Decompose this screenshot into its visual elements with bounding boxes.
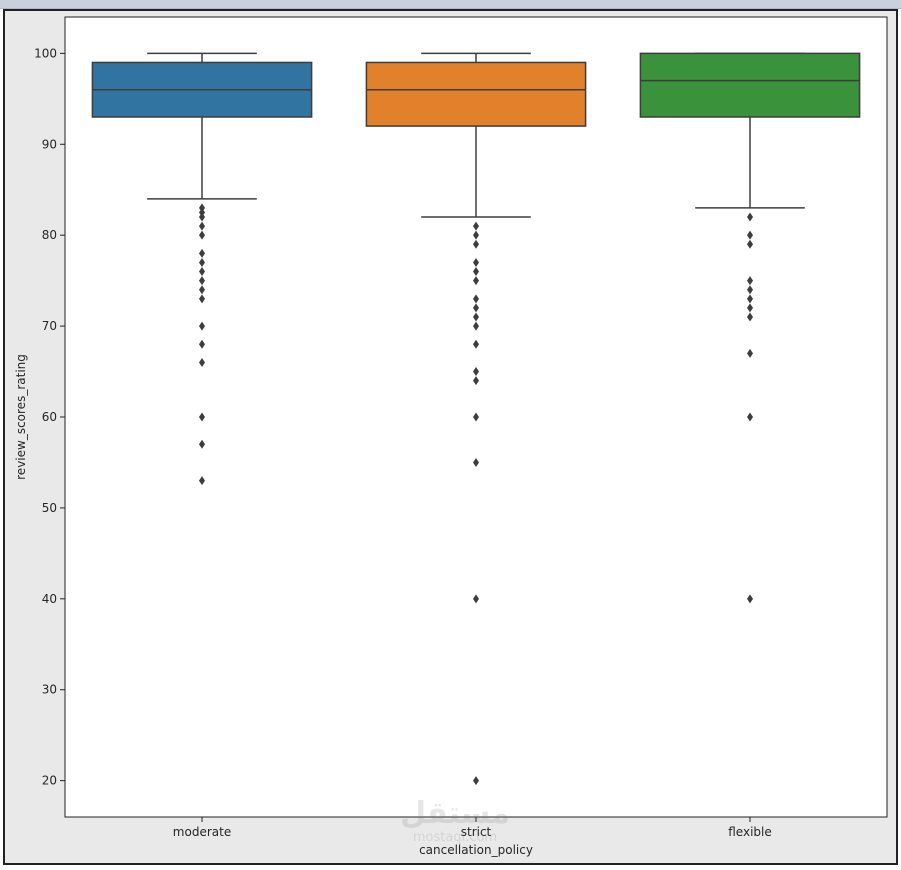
y-tick-label: 40	[42, 592, 57, 606]
outlier-point	[199, 439, 205, 449]
iqr-box	[639, 52, 861, 118]
outlier-point	[199, 257, 205, 267]
outlier-point	[747, 312, 753, 322]
iqr-box	[365, 61, 587, 127]
outlier-point	[199, 207, 205, 217]
outlier-point	[199, 321, 205, 331]
x-tick-label: flexible	[728, 825, 772, 839]
outlier-point	[199, 230, 205, 240]
outlier-point	[747, 412, 753, 422]
y-tick-label: 100	[34, 46, 57, 60]
outlier-point	[199, 203, 205, 213]
outlier-point	[473, 239, 479, 249]
outlier-point	[473, 457, 479, 467]
outlier-point	[199, 476, 205, 486]
outlier-point	[473, 412, 479, 422]
outlier-point	[747, 294, 753, 304]
outlier-point	[747, 303, 753, 313]
watermark-logo: مستقل mostaql.com	[395, 797, 515, 852]
watermark-sub-text: mostaql.com	[412, 830, 498, 845]
y-axis-label: review_scores_rating	[14, 354, 28, 480]
y-tick-label: 70	[42, 319, 57, 333]
outlier-point	[199, 276, 205, 286]
x-tick-label: moderate	[173, 825, 231, 839]
box-group-moderate	[91, 52, 313, 486]
outlier-point	[473, 276, 479, 286]
y-tick-label: 30	[42, 683, 57, 697]
outlier-point	[747, 212, 753, 222]
outlier-point	[747, 348, 753, 358]
outlier-point	[199, 221, 205, 231]
box-group-strict	[365, 52, 587, 786]
outlier-point	[199, 339, 205, 349]
outlier-point	[473, 776, 479, 786]
outlier-point	[473, 321, 479, 331]
outlier-point	[473, 267, 479, 277]
outlier-point	[473, 230, 479, 240]
outlier-point	[747, 285, 753, 295]
y-tick-label: 50	[42, 501, 57, 515]
outlier-point	[473, 367, 479, 377]
outlier-point	[199, 357, 205, 367]
watermark-logo-text: مستقل	[400, 796, 510, 831]
outlier-point	[747, 594, 753, 604]
outlier-point	[473, 594, 479, 604]
outlier-point	[199, 294, 205, 304]
y-tick-label: 90	[42, 137, 57, 151]
outlier-point	[747, 230, 753, 240]
outlier-point	[199, 267, 205, 277]
box-group-flexible	[639, 52, 861, 604]
outlier-point	[199, 412, 205, 422]
outlier-point	[473, 257, 479, 267]
outlier-point	[747, 239, 753, 249]
x-tick-label: strict	[461, 825, 492, 839]
outlier-point	[473, 376, 479, 386]
outlier-point	[473, 221, 479, 231]
window-top-bar	[0, 0, 901, 9]
x-axis-label: cancellation_policy	[419, 843, 533, 857]
outlier-point	[473, 294, 479, 304]
outlier-point	[199, 285, 205, 295]
outlier-point	[473, 339, 479, 349]
y-tick-label: 20	[42, 774, 57, 788]
outlier-point	[473, 303, 479, 313]
outlier-point	[747, 276, 753, 286]
outlier-point	[199, 212, 205, 222]
y-tick-label: 60	[42, 410, 57, 424]
outlier-point	[473, 312, 479, 322]
y-tick-label: 80	[42, 228, 57, 242]
outlier-point	[199, 248, 205, 258]
